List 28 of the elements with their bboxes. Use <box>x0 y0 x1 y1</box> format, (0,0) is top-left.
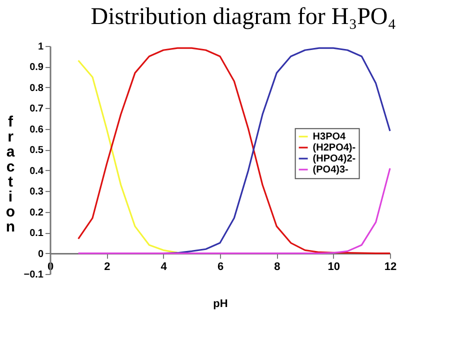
line-series <box>78 47 391 254</box>
legend-label: H3PO4 <box>312 132 346 143</box>
x-tick-label: 10 <box>328 260 340 273</box>
y-tick-label: 0.9 <box>30 62 44 74</box>
y-tick-label: 0.6 <box>30 124 44 136</box>
line-series <box>78 60 178 254</box>
y-tick-label: 0.3 <box>30 186 44 198</box>
x-tick-label: 2 <box>104 260 110 273</box>
y-tick-label: 0 <box>38 248 44 260</box>
x-tick-label: 8 <box>274 260 280 273</box>
legend-label: (H2PO4)- <box>312 142 356 154</box>
y-tick-label: 0.7 <box>30 104 44 115</box>
legend-label: (HPO4)2- <box>312 154 356 165</box>
y-tick-label: 0.2 <box>30 207 44 218</box>
legend-label: (PO4)3- <box>312 164 348 176</box>
y-tick-label: −0.1 <box>24 270 44 280</box>
y-tick-label: 0.1 <box>30 228 44 240</box>
y-tick-label: 1 <box>38 42 44 52</box>
chart-title: Distribution diagram for H₃PO₄ <box>90 4 396 30</box>
y-axis-title: fraction <box>6 114 16 236</box>
y-tick-label: 0.5 <box>30 145 44 156</box>
x-tick-label: 12 <box>384 260 397 273</box>
line-series <box>78 167 391 254</box>
x-tick-label: 6 <box>217 260 224 273</box>
x-axis-title: pH <box>213 298 228 310</box>
y-tick-label: 0.8 <box>30 82 44 94</box>
x-tick-label: 4 <box>160 260 168 273</box>
y-tick-label: 0.4 <box>30 166 44 177</box>
